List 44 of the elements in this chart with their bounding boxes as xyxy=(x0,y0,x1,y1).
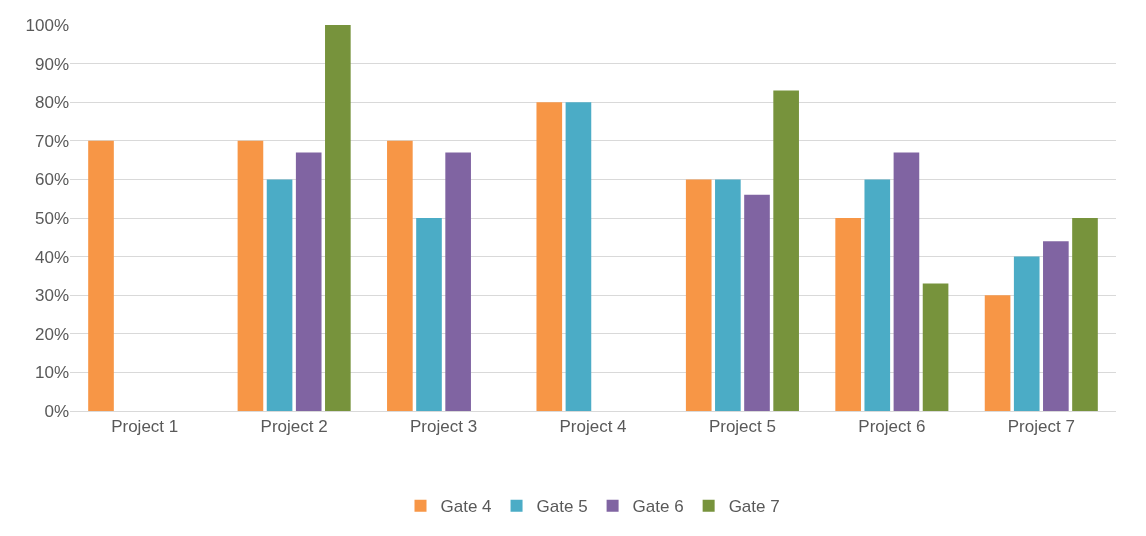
x-tick-label: Project 4 xyxy=(559,417,627,437)
bar xyxy=(416,218,442,411)
legend-label: Gate 7 xyxy=(728,497,780,517)
bar xyxy=(773,90,799,411)
legend-label: Gate 4 xyxy=(440,497,492,517)
y-tick-label: 40% xyxy=(34,247,69,267)
legend-label: Gate 6 xyxy=(632,497,684,517)
bar xyxy=(835,218,861,411)
x-tick-label: Project 6 xyxy=(858,417,926,437)
bar xyxy=(295,152,322,411)
y-tick-label: 60% xyxy=(34,170,69,190)
bar xyxy=(387,140,413,411)
y-tick-label: 30% xyxy=(34,286,69,306)
bar xyxy=(1013,256,1040,411)
x-tick-label: Project 7 xyxy=(1007,417,1075,437)
bar xyxy=(565,102,592,411)
bar xyxy=(984,295,1011,411)
bar xyxy=(744,194,770,411)
y-tick-label: 80% xyxy=(34,93,69,113)
bar xyxy=(536,102,563,411)
y-tick-label: 0% xyxy=(44,401,69,421)
bar xyxy=(325,25,351,411)
bar xyxy=(685,179,712,411)
bar xyxy=(715,179,741,411)
y-tick-label: 90% xyxy=(34,54,69,74)
x-tick-label: Project 5 xyxy=(708,417,776,437)
y-tick-label: 10% xyxy=(34,363,69,383)
x-tick-label: Project 2 xyxy=(260,417,328,437)
y-tick-label: 100% xyxy=(25,15,69,35)
bar xyxy=(1072,218,1098,411)
x-tick-label: Project 1 xyxy=(111,417,179,437)
bar xyxy=(864,179,891,411)
bar xyxy=(237,140,264,411)
legend-label: Gate 5 xyxy=(536,497,588,517)
bar xyxy=(88,140,114,411)
bar xyxy=(893,152,920,411)
bar xyxy=(266,179,293,411)
y-tick-label: 20% xyxy=(34,324,69,344)
y-tick-label: 50% xyxy=(34,208,69,228)
bar xyxy=(922,283,949,411)
bar xyxy=(1043,241,1069,411)
bar xyxy=(445,152,471,411)
x-tick-label: Project 3 xyxy=(410,417,478,437)
y-tick-label: 70% xyxy=(34,131,69,151)
